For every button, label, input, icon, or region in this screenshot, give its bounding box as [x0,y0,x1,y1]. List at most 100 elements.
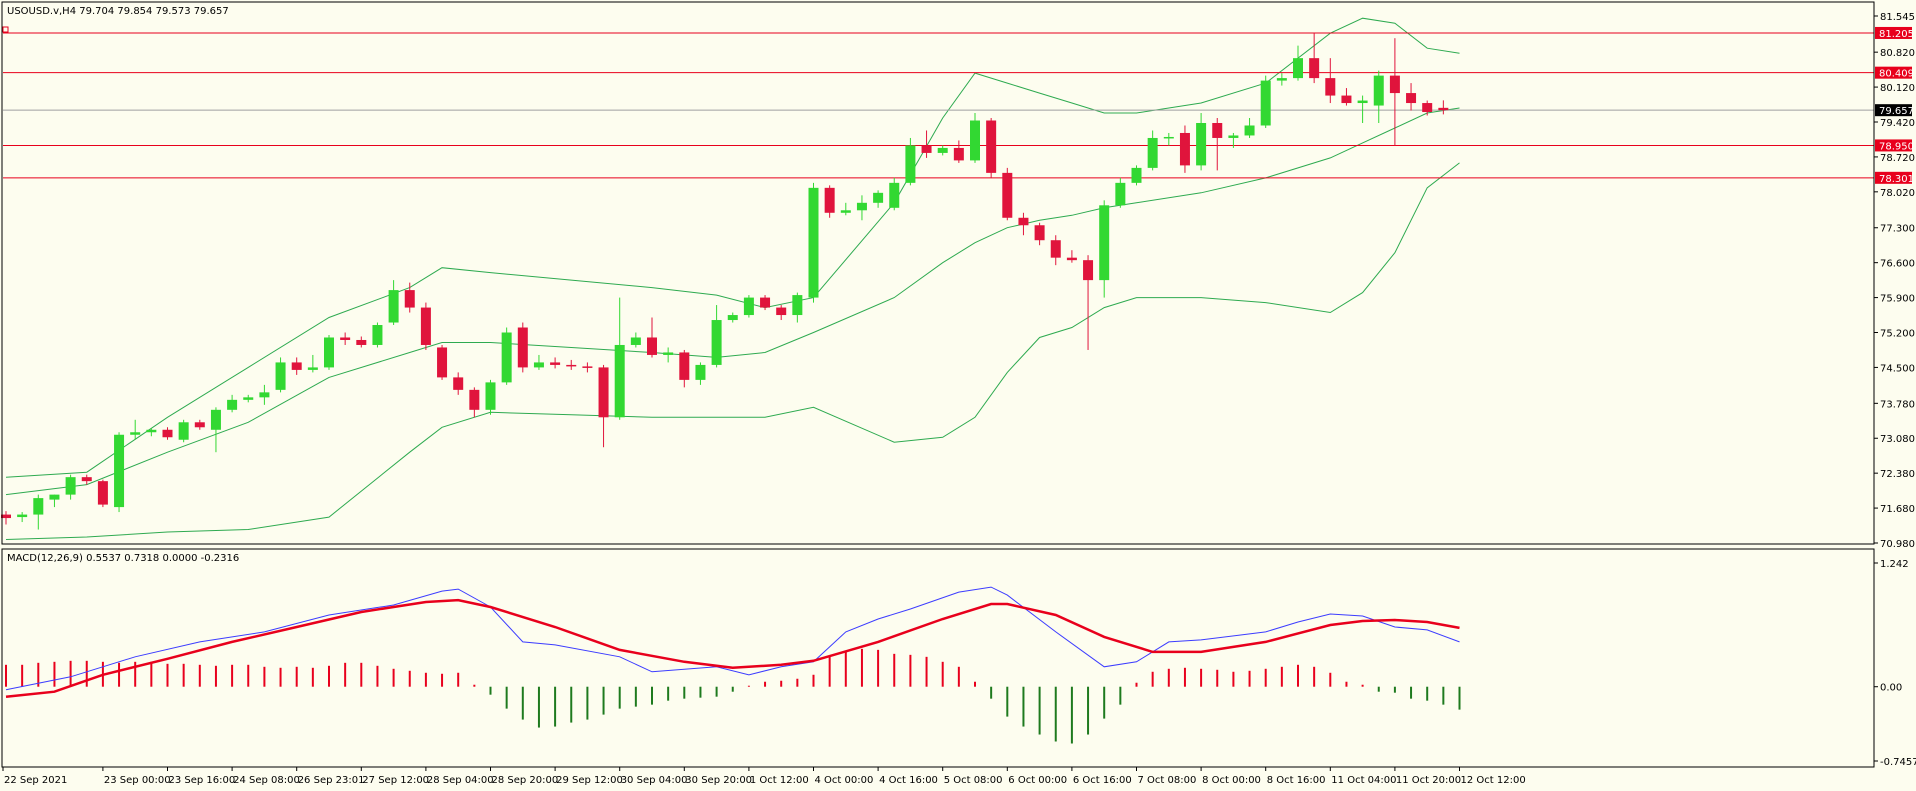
time-tick-label: 6 Oct 00:00 [1008,775,1067,786]
price-tick-label: 80.820 [1880,48,1915,59]
macd-panel-frame [1,548,1875,768]
bearish-candle [1212,118,1223,171]
candle-body [1050,240,1061,258]
bullish-candle [1115,177,1126,208]
bullish-candle [227,394,238,413]
main-panel-frame [1,1,1875,545]
candle-body [1357,100,1368,104]
bullish-candle [808,182,819,303]
candle-body [17,514,28,518]
bullish-candle [130,419,141,440]
bullish-candle [630,332,641,348]
bearish-candle [550,357,561,369]
price-tick-label: 76.600 [1880,259,1915,270]
bullish-candle [388,280,399,326]
bullish-candle [1147,130,1158,171]
candle-body [210,409,221,430]
candle-body [970,120,980,161]
candle-body [1034,225,1045,241]
bearish-candle [953,140,964,163]
time-tick-label: 29 Sep 12:00 [556,775,623,786]
level-price-tag [1875,26,1912,39]
candle-body [227,399,238,410]
bearish-candle [469,387,480,418]
bearish-candle [824,185,835,218]
price-tick-label: 70.980 [1880,539,1915,550]
time-tick-label: 7 Oct 08:00 [1138,775,1197,786]
candle-body [840,210,851,213]
price-axis: 81.545 80.820 80.120 79.420 78.720 78.020 77.3… [1874,12,1915,550]
bearish-candle [194,419,205,430]
macd-panel: MACD(12,26,9) 0.5537 0.7318 0.0000 -0.23… [1,548,1916,768]
bearish-candle [1341,88,1352,106]
bearish-candle [1066,250,1077,263]
time-tick-label: 23 Sep 00:00 [104,775,171,786]
candle-body [1131,167,1142,183]
candle-body [437,347,448,378]
level-price-tag [1875,139,1912,152]
candle-body [275,362,286,390]
candle-body [727,315,738,321]
level-price-tag-label: 78.301 [1879,174,1914,185]
bearish-candle [97,479,108,508]
macd-lines [5,586,1460,698]
bullish-candle [1163,132,1174,146]
candle-body [743,297,754,316]
candle-body [501,332,512,383]
candle-body [1179,132,1190,166]
candle-body [695,364,706,380]
bullish-candle [1228,132,1239,148]
level-anchor-icon[interactable] [2,26,9,33]
bearish-candle [1083,255,1094,350]
candle-body [97,481,108,505]
candle-body [1147,137,1158,168]
candle-body [259,392,270,398]
candle-body [1212,122,1223,138]
candle-body [291,362,302,370]
bullish-candle [33,494,44,530]
bullish-candle [307,354,318,373]
candle-body [243,397,254,400]
bearish-candle [356,336,367,348]
bearish-candle [921,130,932,158]
bullish-candle [840,202,851,216]
bearish-candle [1438,100,1449,115]
bearish-candle [404,282,415,313]
price-tick-label: 79.420 [1880,118,1915,129]
candle-body [614,344,625,418]
bearish-candle [81,474,92,485]
bullish-candle [485,379,496,415]
main-panel-title: USOUSD.v,H4 79.704 79.854 79.573 79.657 [7,6,229,17]
time-tick-label: 4 Oct 16:00 [879,775,938,786]
level-price-tags: 81.205 80.409 78.950 78.301 79.657 [1875,26,1914,185]
candle-body [760,297,771,308]
candle-body [1276,78,1287,81]
candle-body [114,434,125,508]
bearish-candle [776,305,787,321]
bullish-candle [727,312,738,323]
bearish-candle [1309,33,1320,84]
main-panel: USOUSD.v,H4 79.704 79.854 79.573 79.657 … [1,1,1915,550]
horizontal-levels[interactable] [3,32,1874,179]
bullish-candle [970,113,980,163]
bollinger-middle-line [5,107,1460,496]
candle-body [340,337,351,340]
bollinger-lower-line [5,162,1460,540]
candle-body [1002,172,1013,218]
candle-body [1373,75,1384,106]
price-tick-label: 75.200 [1880,328,1915,339]
price-tick-label: 81.545 [1880,12,1915,23]
candle-body [485,382,496,410]
time-tick-label: 11 Oct 04:00 [1331,775,1396,786]
candle-body [130,432,141,435]
candle-body [1422,103,1433,113]
time-tick-label: 30 Sep 04:00 [621,775,688,786]
bullish-candle [1196,113,1207,171]
bearish-candle [291,357,302,375]
bearish-candle [420,302,431,350]
bullish-candle [259,384,270,405]
candle-body [1325,78,1336,96]
price-tick-label: 77.300 [1880,224,1915,235]
macd-tick-label: 0.00 [1880,683,1902,694]
